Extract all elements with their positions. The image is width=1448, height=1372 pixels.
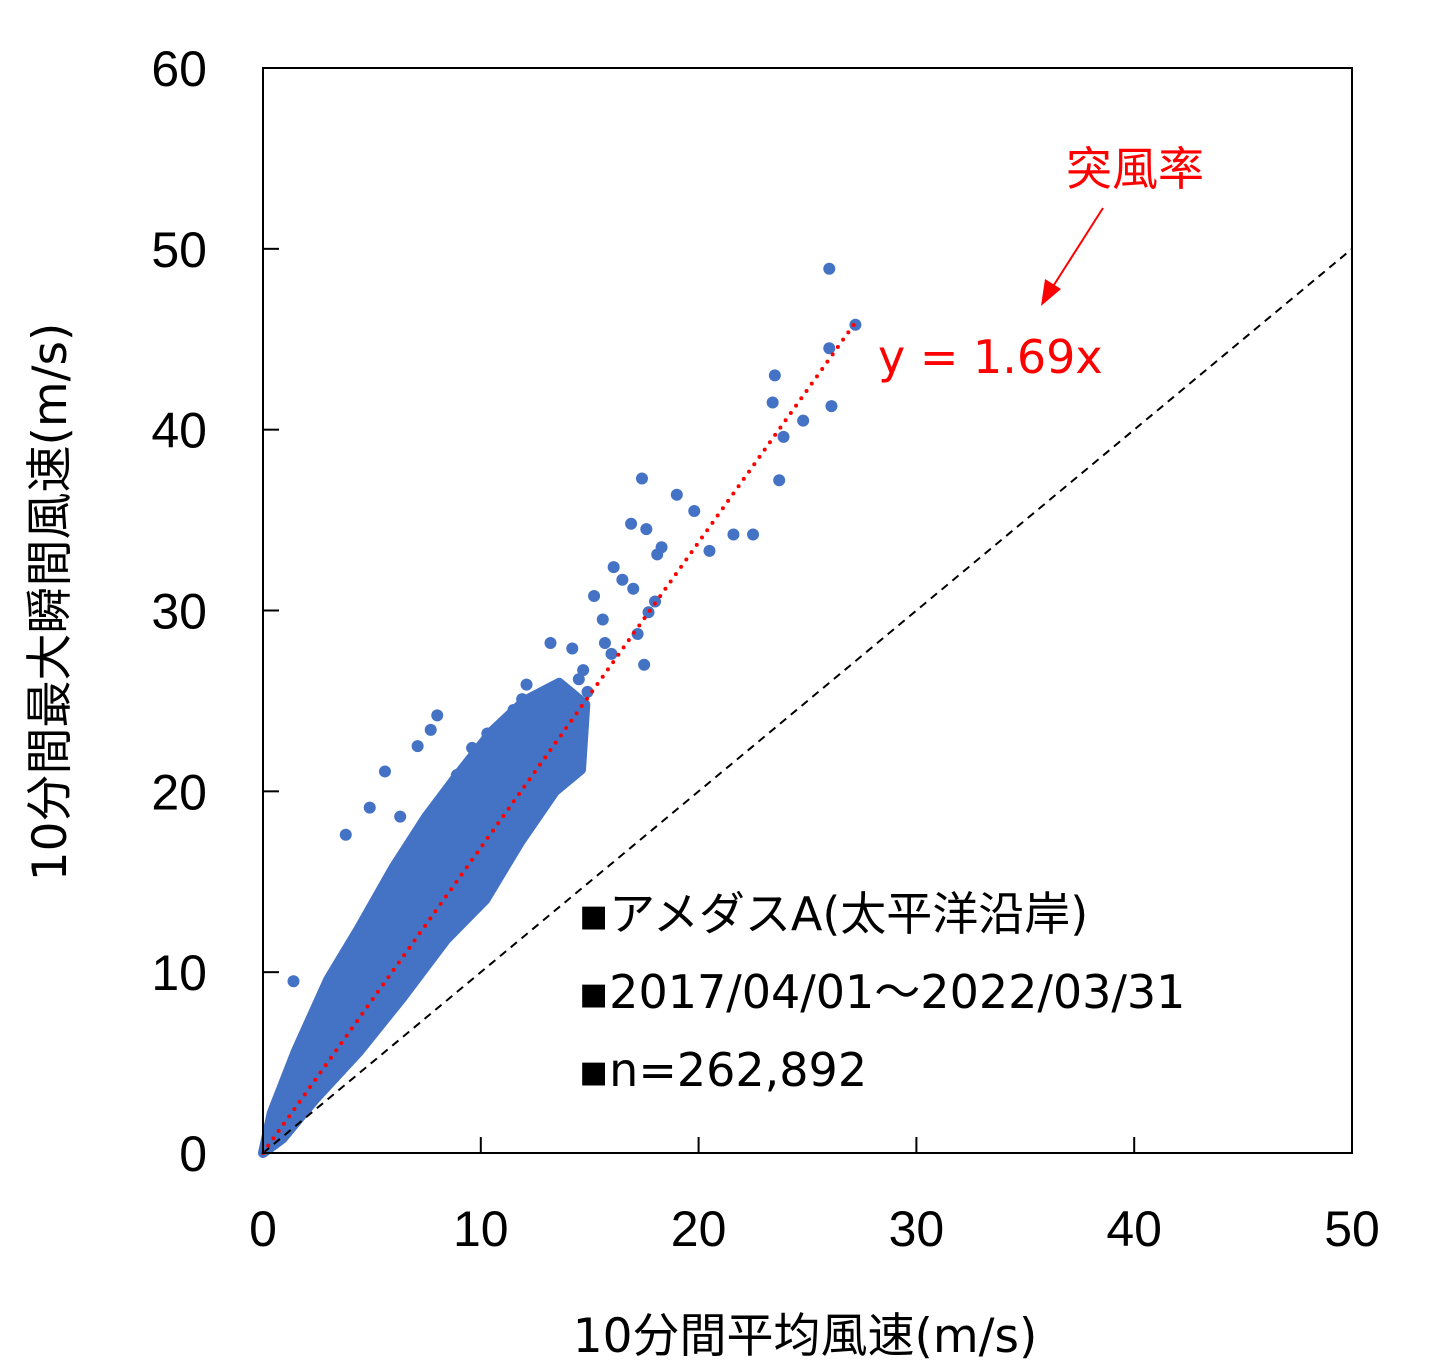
scatter-point bbox=[596, 613, 609, 626]
scatter-point bbox=[287, 975, 300, 988]
y-tick-label: 0 bbox=[179, 1126, 207, 1182]
regression-line bbox=[261, 317, 860, 1155]
regression-line-layer bbox=[261, 317, 860, 1155]
y-tick-label: 40 bbox=[151, 403, 207, 459]
scatter-point bbox=[339, 828, 352, 841]
reference-line-layer bbox=[262, 248, 1353, 1154]
point-cloud-layer bbox=[258, 677, 591, 1158]
scatter-point bbox=[777, 430, 790, 443]
scatter-point bbox=[581, 685, 594, 698]
y-axis-ticks: 0 10 20 30 40 50 60 bbox=[151, 41, 279, 1182]
scatter-point bbox=[747, 528, 760, 541]
scatter-point bbox=[768, 369, 781, 382]
scatter-point bbox=[649, 595, 662, 608]
scatter-point bbox=[566, 642, 579, 655]
outlier-points-layer bbox=[287, 262, 862, 988]
scatter-point bbox=[577, 664, 590, 677]
x-axis-label: 10分間平均風速(m/s) bbox=[573, 1309, 1038, 1364]
scatter-point bbox=[640, 523, 653, 536]
scatter-point bbox=[466, 741, 479, 754]
x-tick-label: 20 bbox=[671, 1201, 727, 1257]
note-period: ▪2017/04/01～2022/03/31 bbox=[578, 965, 1185, 1019]
y-axis-label: 10分間最大瞬間風速(m/s) bbox=[23, 323, 78, 882]
scatter-point bbox=[520, 678, 533, 691]
scatter-point bbox=[537, 758, 550, 771]
scatter-point bbox=[823, 342, 836, 355]
scatter-point bbox=[607, 561, 620, 574]
scatter-point bbox=[450, 769, 463, 782]
note-sample-count: ▪n=262,892 bbox=[578, 1043, 867, 1097]
scatter-point bbox=[378, 765, 391, 778]
scatter-point bbox=[727, 528, 740, 541]
scatter-point bbox=[625, 517, 638, 530]
y-tick-label: 10 bbox=[151, 945, 207, 1001]
scatter-point bbox=[598, 637, 611, 650]
scatter-point bbox=[588, 590, 601, 603]
x-tick-label: 40 bbox=[1106, 1201, 1162, 1257]
scatter-point bbox=[703, 544, 716, 557]
gust-factor-label: 突風率 bbox=[1066, 142, 1204, 196]
y-tick-label: 60 bbox=[151, 41, 207, 97]
scatter-point bbox=[766, 396, 779, 409]
y-tick-label: 30 bbox=[151, 584, 207, 640]
scatter-point bbox=[670, 488, 683, 501]
scatter-point bbox=[424, 723, 437, 736]
point-cloud bbox=[258, 677, 591, 1158]
scatter-point bbox=[557, 754, 570, 767]
scatter-point bbox=[431, 709, 444, 722]
x-axis-ticks: 0 10 20 30 40 50 bbox=[249, 1137, 1380, 1257]
regression-equation: y = 1.69x bbox=[878, 330, 1103, 384]
scatter-point bbox=[616, 573, 629, 586]
scatter-point bbox=[605, 647, 618, 660]
scatter-point bbox=[572, 673, 585, 686]
annotation-arrow bbox=[1051, 207, 1104, 289]
scatter-point bbox=[823, 262, 836, 275]
scatter-point bbox=[825, 400, 838, 413]
scatter-point bbox=[548, 723, 561, 736]
note-station: ▪アメダスA(太平洋沿岸) bbox=[578, 887, 1088, 941]
scatter-point bbox=[363, 801, 376, 814]
scatter-point bbox=[529, 696, 542, 709]
scatter-point bbox=[516, 693, 529, 706]
scatter-point bbox=[651, 548, 664, 561]
scatter-point bbox=[688, 505, 701, 518]
scatter-point bbox=[635, 472, 648, 485]
x-tick-label: 0 bbox=[249, 1201, 277, 1257]
reference-line-1to1 bbox=[262, 248, 1353, 1154]
x-tick-label: 50 bbox=[1324, 1201, 1380, 1257]
y-tick-label: 50 bbox=[151, 222, 207, 278]
arrow-head-icon bbox=[1041, 279, 1061, 306]
scatter-point bbox=[797, 414, 810, 427]
scatter-point bbox=[411, 740, 424, 753]
y-tick-label: 20 bbox=[151, 764, 207, 820]
x-tick-label: 10 bbox=[453, 1201, 509, 1257]
scatter-point bbox=[394, 810, 407, 823]
scatter-point bbox=[638, 658, 651, 671]
scatter-point bbox=[627, 582, 640, 595]
x-tick-label: 30 bbox=[889, 1201, 945, 1257]
scatter-point bbox=[507, 703, 520, 716]
scatter-point bbox=[773, 474, 786, 487]
scatter-point bbox=[544, 637, 557, 650]
scatter-point bbox=[481, 727, 494, 740]
